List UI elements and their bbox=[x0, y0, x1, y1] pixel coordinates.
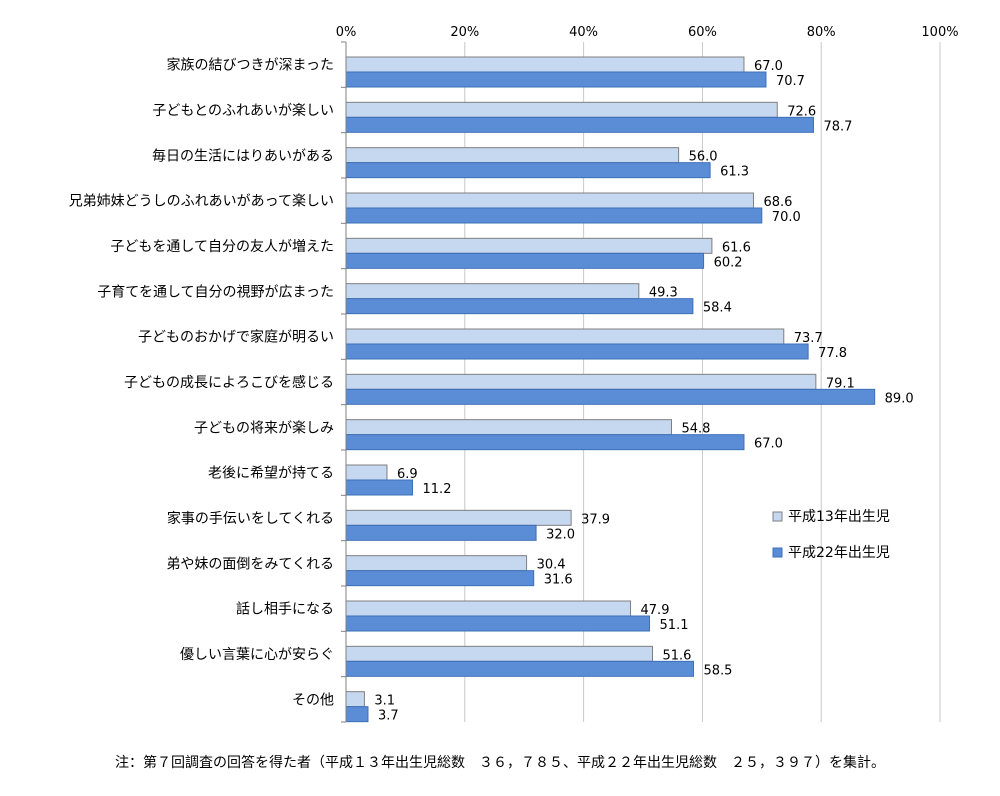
data-label: 68.6 bbox=[763, 195, 792, 210]
bar-series-2 bbox=[345, 388, 876, 405]
legend-swatch bbox=[772, 547, 783, 558]
category-label: 話し相手になる bbox=[236, 601, 334, 618]
data-label: 54.8 bbox=[682, 422, 711, 437]
data-label: 49.3 bbox=[649, 286, 678, 301]
bar-series-1 bbox=[345, 691, 365, 708]
data-label: 67.0 bbox=[754, 59, 783, 74]
bar-series-1 bbox=[345, 645, 654, 662]
bar-series-1 bbox=[345, 147, 680, 164]
bar-series-2 bbox=[345, 343, 809, 360]
data-label: 72.6 bbox=[787, 104, 816, 119]
bar-series-1 bbox=[345, 419, 673, 436]
bars bbox=[345, 56, 876, 723]
data-label: 32.0 bbox=[546, 527, 575, 542]
data-label: 51.1 bbox=[660, 618, 689, 633]
data-label: 70.0 bbox=[772, 210, 801, 225]
x-tick-label: 40% bbox=[569, 25, 598, 40]
bar-series-2 bbox=[345, 479, 414, 496]
data-label: 30.4 bbox=[537, 558, 566, 573]
bar-series-1 bbox=[345, 192, 754, 209]
data-label: 77.8 bbox=[818, 346, 847, 361]
data-labels: 67.070.772.678.756.061.368.670.061.660.2… bbox=[374, 59, 913, 724]
x-tick-label: 100% bbox=[921, 25, 958, 40]
x-axis-ticks: 0% 20% 40% 60% 80% 100% bbox=[336, 25, 959, 40]
bar-series-1 bbox=[345, 373, 817, 390]
category-label: 家事の手伝いをしてくれる bbox=[167, 510, 334, 527]
bar-series-2 bbox=[345, 615, 651, 632]
x-tick-label: 80% bbox=[807, 25, 836, 40]
data-label: 31.6 bbox=[544, 573, 573, 588]
data-label: 61.3 bbox=[720, 165, 749, 180]
bar-series-2 bbox=[345, 298, 694, 315]
data-label: 61.6 bbox=[722, 240, 751, 255]
data-label: 58.4 bbox=[703, 301, 732, 316]
bar-series-2 bbox=[345, 162, 711, 179]
category-label: 子どもの将来が楽しみ bbox=[194, 420, 334, 436]
bar-series-1 bbox=[345, 237, 713, 254]
bar-chart: 0% 20% 40% 60% 80% 100% 家族の結びつきが深まった子どもとのふれあい… bbox=[69, 25, 959, 724]
data-label: 51.6 bbox=[663, 648, 692, 663]
bar-series-1 bbox=[345, 283, 640, 300]
category-label: その他 bbox=[292, 692, 334, 708]
data-label: 70.7 bbox=[776, 74, 805, 89]
bar-series-2 bbox=[345, 524, 537, 541]
category-label: 家族の結びつきが深まった bbox=[167, 57, 334, 74]
category-label: 子育てを通して自分の視野が広まった bbox=[97, 284, 334, 300]
y-axis bbox=[341, 41, 347, 723]
footnote: 注：第７回調査の回答を得た者（平成１３年出生児総数 ３６，７８５、平成２２年出生… bbox=[115, 755, 885, 771]
x-tick-label: 20% bbox=[450, 25, 479, 40]
category-label: 弟や妹の面倒をみてくれる bbox=[166, 556, 334, 572]
x-tick-label: 0% bbox=[336, 25, 357, 40]
legend-swatch bbox=[772, 511, 783, 522]
bar-series-1 bbox=[345, 600, 632, 617]
bar-series-2 bbox=[345, 660, 694, 677]
bar-series-1 bbox=[345, 555, 528, 572]
category-label: 毎日の生活にはりあいがある bbox=[152, 148, 334, 164]
data-label: 58.5 bbox=[703, 663, 732, 678]
bar-series-2 bbox=[345, 71, 767, 88]
data-label: 78.7 bbox=[823, 119, 852, 134]
bar-series-2 bbox=[345, 706, 369, 723]
bar-series-2 bbox=[345, 252, 705, 269]
bar-series-2 bbox=[345, 116, 814, 133]
category-label: 子どもとのふれあいが楽しい bbox=[152, 103, 334, 119]
data-label: 79.1 bbox=[826, 376, 855, 391]
data-label: 56.0 bbox=[689, 150, 718, 165]
bar-series-2 bbox=[345, 207, 763, 224]
bar-series-1 bbox=[345, 56, 745, 73]
data-label: 3.1 bbox=[374, 694, 395, 709]
category-label: 子どもを通して自分の友人が増えた bbox=[110, 239, 334, 255]
data-label: 11.2 bbox=[423, 482, 452, 497]
data-label: 37.9 bbox=[581, 512, 610, 527]
bar-series-1 bbox=[345, 328, 785, 345]
category-labels: 家族の結びつきが深まった子どもとのふれあいが楽しい毎日の生活にはりあいがある兄弟… bbox=[69, 57, 334, 709]
category-label: 優しい言葉に心が安らぐ bbox=[180, 647, 334, 663]
data-label: 6.9 bbox=[397, 467, 418, 482]
category-label: 子どもの成長によろこびを感じる bbox=[124, 374, 334, 391]
data-label: 73.7 bbox=[794, 331, 823, 346]
bar-series-1 bbox=[345, 101, 778, 118]
data-label: 67.0 bbox=[754, 437, 783, 452]
legend-label: 平成22年出生児 bbox=[788, 545, 890, 561]
x-tick-label: 60% bbox=[688, 25, 717, 40]
data-label: 60.2 bbox=[714, 255, 743, 270]
bar-series-1 bbox=[345, 464, 388, 481]
category-label: 老後に希望が持てる bbox=[208, 466, 334, 482]
bar-series-1 bbox=[345, 509, 572, 526]
category-label: 子どものおかげで家庭が明るい bbox=[138, 329, 334, 346]
data-label: 89.0 bbox=[885, 391, 914, 406]
data-label: 47.9 bbox=[641, 603, 670, 618]
bar-series-2 bbox=[345, 434, 745, 451]
category-label: 兄弟姉妹どうしのふれあいがあって楽しい bbox=[69, 194, 334, 210]
legend-label: 平成13年出生児 bbox=[788, 509, 890, 525]
data-label: 3.7 bbox=[378, 709, 399, 724]
bar-series-2 bbox=[345, 570, 535, 587]
